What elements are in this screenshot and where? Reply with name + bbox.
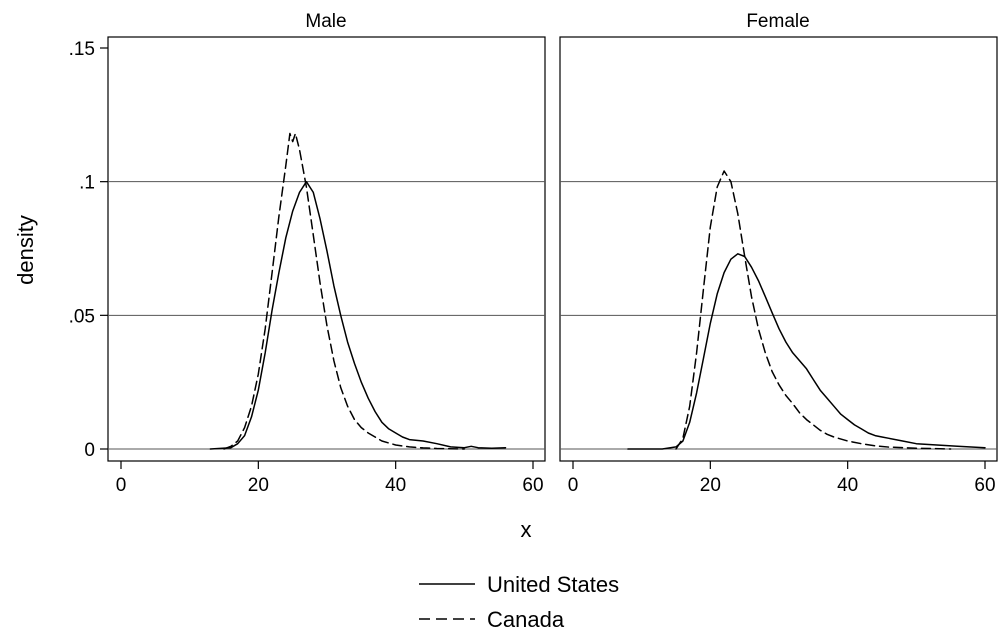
y-axis-title: density: [13, 215, 38, 285]
x-tick-label-male-1: 20: [248, 475, 269, 496]
legend-label-canada: Canada: [487, 607, 565, 632]
y-tick-label-0: 0: [84, 440, 95, 461]
series-lines-male: [209, 132, 507, 450]
panel-title-female: Female: [746, 11, 809, 32]
x-axis-title: x: [521, 517, 532, 542]
y-tick-label-2: .1: [79, 173, 95, 194]
y-axis: 0 .05 .1 .15: [69, 39, 108, 461]
legend-label-united-states: United States: [487, 572, 619, 597]
y-tick-label-3: .15: [69, 39, 95, 60]
x-axis-female: 0 20 40 60: [568, 461, 996, 496]
grid-male: [108, 181, 545, 450]
x-tick-label-male-2: 40: [385, 475, 406, 496]
series-line-female-canada: [675, 170, 952, 450]
series-line-male-united-states: [209, 180, 507, 450]
panel-female: Female 0 20 40 60: [559, 11, 998, 496]
series-line-male-canada: [223, 132, 466, 450]
panel-frame-female: [559, 36, 998, 462]
x-tick-label-female-2: 40: [837, 475, 858, 496]
x-tick-label-male-3: 60: [522, 475, 543, 496]
x-tick-label-female-0: 0: [568, 475, 579, 496]
panel-male: Male 0 20 40 60: [107, 11, 546, 496]
y-tick-label-1: .05: [69, 306, 95, 327]
panel-title-male: Male: [305, 11, 346, 32]
x-tick-label-male-0: 0: [116, 475, 127, 496]
series-line-female-united-states: [627, 253, 986, 450]
legend: United States Canada: [419, 572, 619, 632]
x-tick-label-female-3: 60: [974, 475, 995, 496]
series-lines-female: [627, 170, 986, 450]
x-axis-male: 0 20 40 60: [116, 461, 544, 496]
x-tick-label-female-1: 20: [700, 475, 721, 496]
